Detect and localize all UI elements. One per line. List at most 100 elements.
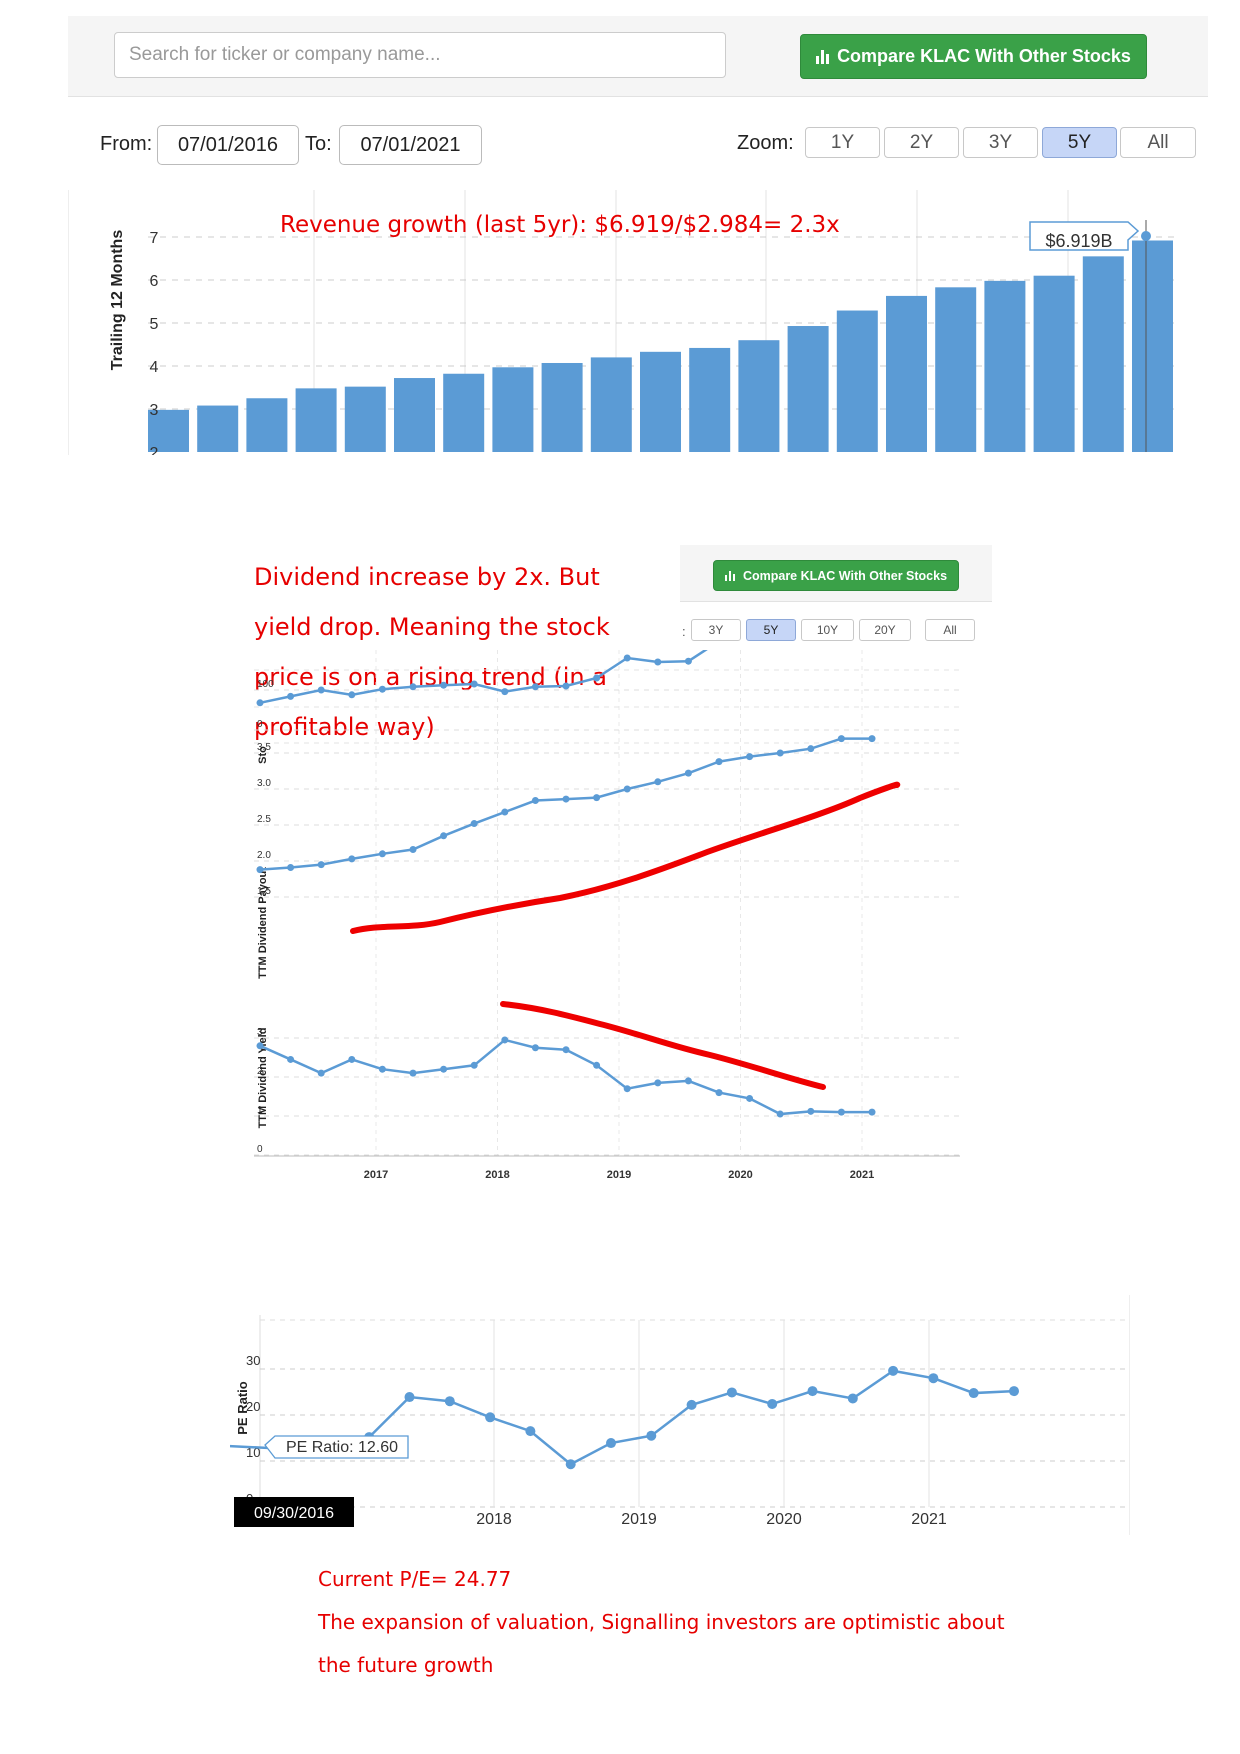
series-point bbox=[684, 657, 692, 665]
series-point bbox=[837, 735, 845, 743]
y-tick-label: 20 bbox=[246, 1399, 260, 1414]
series-point bbox=[684, 1077, 692, 1085]
series-point bbox=[746, 753, 754, 761]
tooltip-value: $6.919B bbox=[1045, 231, 1112, 251]
y-tick-label: 3.0 bbox=[257, 778, 271, 789]
series-point bbox=[531, 797, 539, 805]
series-point bbox=[807, 745, 815, 753]
to-label: To: bbox=[305, 133, 332, 155]
x-tick-label: 2021 bbox=[850, 1169, 874, 1181]
revenue-bar bbox=[640, 351, 681, 452]
revenue-bar bbox=[148, 409, 189, 452]
search-input[interactable] bbox=[114, 32, 726, 78]
pe-point bbox=[968, 1388, 979, 1399]
pe-series-line bbox=[230, 1369, 1015, 1466]
annotation-line: Dividend increase by 2x. But bbox=[254, 563, 600, 591]
stock-price-axis-title: Sto bbox=[257, 746, 269, 764]
bar-chart-icon bbox=[724, 570, 735, 581]
series-point bbox=[440, 832, 448, 840]
y-tick-label: 3 bbox=[150, 402, 159, 419]
from-date-input[interactable]: 07/01/2016 bbox=[157, 125, 299, 165]
to-date-input[interactable]: 07/01/2021 bbox=[339, 125, 482, 165]
series-point bbox=[746, 1094, 754, 1102]
series-point bbox=[868, 735, 876, 743]
hover-marker bbox=[1141, 231, 1151, 241]
series-point bbox=[501, 1036, 509, 1044]
x-tick-label: 2019 bbox=[607, 1169, 631, 1181]
pe-ratio-chart: PE Ratio 01020302018201920202021 PE Rati… bbox=[230, 1295, 1130, 1535]
series-point bbox=[317, 861, 325, 869]
annotation-line: profitable way) bbox=[254, 713, 435, 741]
zoom-small-5y-button[interactable]: 5Y bbox=[746, 619, 796, 641]
y-tick-label: 2.0 bbox=[257, 850, 271, 861]
series-point bbox=[593, 1061, 601, 1069]
pe-axis-title: PE Ratio bbox=[235, 1381, 250, 1435]
compare-button[interactable]: Compare KLAC With Other Stocks bbox=[800, 34, 1147, 79]
series-point bbox=[501, 808, 509, 816]
revenue-bar bbox=[787, 326, 829, 452]
series-point bbox=[715, 758, 723, 766]
revenue-bar-chart: Trailing 12 Months 2 3 4 5 6 7 Revenue growth… bbox=[68, 190, 1178, 455]
y-tick-label: 1.5 bbox=[257, 886, 271, 897]
series-point bbox=[470, 680, 478, 688]
pe-point bbox=[767, 1398, 778, 1409]
zoom-3y-button[interactable]: 3Y bbox=[963, 127, 1038, 158]
y-tick-label: 0 bbox=[257, 719, 263, 730]
note-line: Current P/E= 24.77 bbox=[318, 1567, 512, 1591]
tooltip-box bbox=[1029, 221, 1140, 251]
zoom-small-20y-button[interactable]: 20Y bbox=[859, 619, 911, 641]
zoom-5y-button[interactable]: 5Y bbox=[1042, 127, 1117, 158]
date-badge: 09/30/2016 bbox=[254, 1505, 334, 1522]
pe-point bbox=[565, 1459, 576, 1470]
y-tick-label: 3 bbox=[257, 1027, 263, 1038]
series-point bbox=[593, 674, 601, 682]
pe-point bbox=[444, 1396, 455, 1407]
y-tick-label: 100 bbox=[257, 679, 274, 690]
compare-button-small[interactable]: Compare KLAC With Other Stocks bbox=[713, 560, 959, 591]
y-tick-label: 0 bbox=[257, 1144, 263, 1155]
series-point bbox=[409, 1069, 417, 1077]
zoom-1y-button[interactable]: 1Y bbox=[805, 127, 880, 158]
x-tick-label: 2018 bbox=[476, 1511, 512, 1528]
pe-point bbox=[404, 1392, 415, 1403]
zoom-small-all-button[interactable]: All bbox=[925, 619, 975, 641]
dividend-payout-axis-title: TTM Dividend Payout bbox=[257, 867, 269, 979]
y-tick-label: 4 bbox=[150, 359, 159, 376]
revenue-growth-annotation: Revenue growth (last 5yr): $6.919/$2.984… bbox=[280, 212, 840, 238]
series-point bbox=[501, 688, 509, 696]
compare-button-small-label: Compare KLAC With Other Stocks bbox=[742, 568, 948, 583]
dividend-charts: 0 100 1.5 2.0 2.5 3.0 3.5 0 1 2 3 2017 2018 2019 2020 2… bbox=[254, 650, 960, 1181]
series-point bbox=[440, 681, 448, 689]
series-point bbox=[531, 683, 539, 691]
series-point bbox=[287, 692, 295, 700]
compare-button-label: Compare KLAC With Other Stocks bbox=[837, 46, 1131, 66]
revenue-bar bbox=[984, 280, 1026, 452]
revenue-bar bbox=[1082, 256, 1124, 452]
zoom-all-button[interactable]: All bbox=[1120, 127, 1196, 158]
zoom-small-3y-button[interactable]: 3Y bbox=[691, 619, 741, 641]
series-point bbox=[440, 1065, 448, 1073]
zoom-prefix: : bbox=[682, 624, 686, 639]
revenue-bar bbox=[541, 362, 583, 452]
series-point bbox=[654, 778, 662, 786]
y-tick-label: 10 bbox=[246, 1445, 260, 1460]
y-axis-title: Trailing 12 Months bbox=[109, 230, 126, 371]
zoom-small-10y-button[interactable]: 10Y bbox=[801, 619, 854, 641]
y-tick-label: 2 bbox=[257, 1066, 263, 1077]
revenue-bar bbox=[197, 405, 239, 452]
from-label: From: bbox=[100, 133, 153, 155]
pe-point bbox=[686, 1399, 697, 1410]
pe-point bbox=[606, 1438, 616, 1449]
note-line: The expansion of valuation, Signalling i… bbox=[318, 1610, 1005, 1634]
revenue-bar bbox=[394, 378, 435, 452]
pe-tooltip-text: PE Ratio: 12.60 bbox=[286, 1439, 398, 1456]
pe-point bbox=[646, 1430, 657, 1441]
series-point bbox=[684, 769, 692, 777]
y-tick-label: 2.5 bbox=[257, 814, 271, 825]
revenue-bar bbox=[246, 398, 288, 452]
series-point bbox=[562, 682, 570, 690]
revenue-bar bbox=[1033, 275, 1075, 452]
zoom-2y-button[interactable]: 2Y bbox=[884, 127, 959, 158]
pe-point bbox=[888, 1365, 899, 1376]
series-point bbox=[531, 1044, 539, 1052]
